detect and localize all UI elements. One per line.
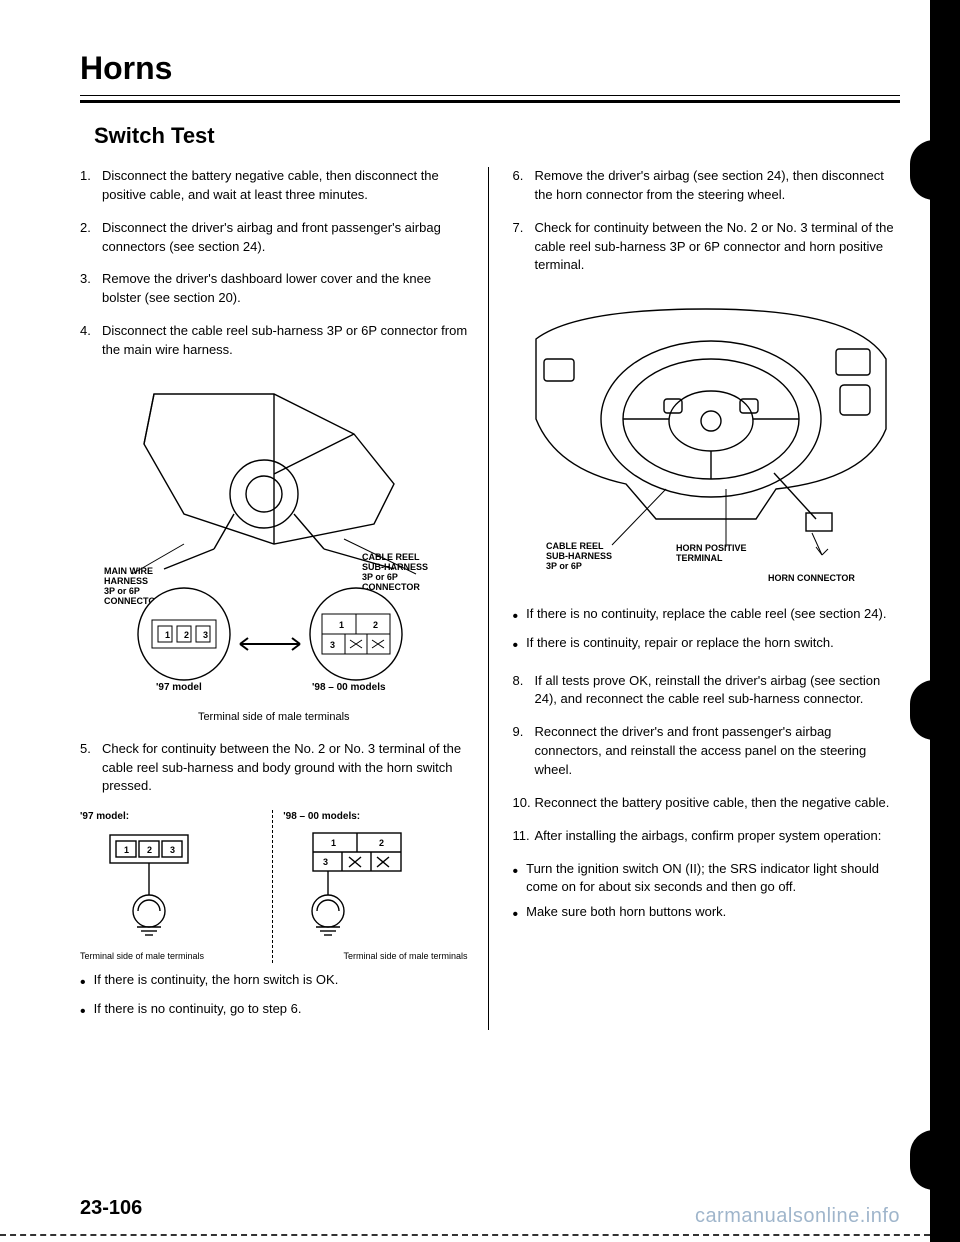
steps-left-1: 1.Disconnect the battery negative cable,…: [80, 167, 468, 360]
step-num: 5.: [80, 740, 102, 797]
bullet-text: If there is continuity, repair or replac…: [526, 634, 834, 657]
svg-text:CABLE REEL SUB-HARNE: CABLE REEL SUB-HARNESS 3P or 6P: [546, 541, 615, 571]
figure-ground-check: '97 model: 1 2 3: [80, 810, 468, 963]
svg-text:3: 3: [203, 630, 208, 640]
svg-text:HORN POSITIVE TERMIN: HORN POSITIVE TERMINAL: [676, 543, 749, 563]
bullet-text: Turn the ignition switch ON (II); the SR…: [526, 860, 900, 898]
rule-thick: [80, 100, 900, 103]
label-98-models: '98 – 00 models: [312, 682, 386, 693]
page-number: 23-106: [80, 1197, 142, 1220]
step-8: 8.If all tests prove OK, reinstall the d…: [513, 672, 901, 710]
label-97-model: '97 model: [156, 682, 202, 693]
page-title: Horns: [80, 50, 900, 87]
step-text: Remove the driver's dashboard lower cove…: [102, 270, 468, 308]
bullet: Make sure both horn buttons work.: [513, 903, 901, 926]
svg-text:3: 3: [323, 857, 328, 867]
figure-steering-column: MAIN WIRE HARNESS 3P or 6P CONNECTOR CAB…: [94, 374, 454, 694]
steps-right-1: 6.Remove the driver's airbag (see sectio…: [513, 167, 901, 275]
bullet: Turn the ignition switch ON (II); the SR…: [513, 860, 901, 898]
fig1-caption: Terminal side of male terminals: [80, 710, 468, 726]
step-num: 4.: [80, 322, 102, 360]
bullet: If there is continuity, the horn switch …: [80, 971, 468, 994]
left-column: 1.Disconnect the battery negative cable,…: [80, 167, 489, 1030]
svg-text:2: 2: [147, 845, 152, 855]
svg-text:1: 1: [124, 845, 129, 855]
step-4: 4.Disconnect the cable reel sub-harness …: [80, 322, 468, 360]
bottom-dashed-rule: [0, 1234, 930, 1236]
step-7: 7.Check for continuity between the No. 2…: [513, 219, 901, 276]
step-num: 10.: [513, 794, 535, 813]
step-text: Disconnect the cable reel sub-harness 3P…: [102, 322, 468, 360]
step-num: 1.: [80, 167, 102, 205]
cap-97: Terminal side of male terminals: [80, 950, 264, 963]
step-num: 9.: [513, 723, 535, 780]
svg-text:2: 2: [379, 838, 384, 848]
step-6: 6.Remove the driver's airbag (see sectio…: [513, 167, 901, 205]
ground-97: '97 model: 1 2 3: [80, 810, 264, 963]
bullet-text: If there is continuity, the horn switch …: [94, 971, 339, 994]
bullet-text: If there is no continuity, replace the c…: [526, 605, 886, 628]
bullets-step11: Turn the ignition switch ON (II); the SR…: [513, 860, 901, 927]
svg-text:2: 2: [184, 630, 189, 640]
step-num: 2.: [80, 219, 102, 257]
step-2: 2.Disconnect the driver's airbag and fro…: [80, 219, 468, 257]
svg-text:3: 3: [170, 845, 175, 855]
step-text: Disconnect the driver's airbag and front…: [102, 219, 468, 257]
svg-text:HORN CONNECTOR: HORN CONNECTOR: [768, 573, 855, 583]
cap-98: Terminal side of male terminals: [283, 950, 467, 963]
svg-text:2: 2: [373, 620, 378, 630]
step-text: Remove the driver's airbag (see section …: [535, 167, 901, 205]
step-num: 8.: [513, 672, 535, 710]
step-text: Disconnect the battery negative cable, t…: [102, 167, 468, 205]
page-content: Horns Switch Test 1.Disconnect the batte…: [0, 0, 960, 1242]
step-text: Reconnect the driver's and front passeng…: [535, 723, 901, 780]
bullet: If there is continuity, repair or replac…: [513, 634, 901, 657]
step-9: 9.Reconnect the driver's and front passe…: [513, 723, 901, 780]
step-text: Reconnect the battery positive cable, th…: [535, 794, 901, 813]
bullets-step5: If there is continuity, the horn switch …: [80, 971, 468, 1023]
step-3: 3.Remove the driver's dashboard lower co…: [80, 270, 468, 308]
svg-text:1: 1: [165, 630, 170, 640]
svg-text:CABLE REEL SUB-HARNE: CABLE REEL SUB-HARNESS 3P or 6P CONNECTO…: [362, 552, 431, 592]
head-98: '98 – 00 models:: [283, 810, 467, 825]
step-text: After installing the airbags, confirm pr…: [535, 827, 901, 846]
svg-text:1: 1: [331, 838, 336, 848]
rule-thin: [80, 95, 900, 96]
bullet-text: Make sure both horn buttons work.: [526, 903, 726, 926]
steps-left-2: 5.Check for continuity between the No. 2…: [80, 740, 468, 797]
bullet-text: If there is no continuity, go to step 6.: [94, 1000, 302, 1023]
step-num: 3.: [80, 270, 102, 308]
svg-text:3: 3: [330, 640, 335, 650]
bullets-step7: If there is no continuity, replace the c…: [513, 605, 901, 657]
step-text: Check for continuity between the No. 2 o…: [535, 219, 901, 276]
two-column-layout: 1.Disconnect the battery negative cable,…: [80, 167, 900, 1030]
section-title: Switch Test: [94, 123, 900, 149]
right-column: 6.Remove the driver's airbag (see sectio…: [513, 167, 901, 1030]
step-11: 11.After installing the airbags, confirm…: [513, 827, 901, 846]
step-10: 10.Reconnect the battery positive cable,…: [513, 794, 901, 813]
step-num: 7.: [513, 219, 535, 276]
bullet: If there is no continuity, replace the c…: [513, 605, 901, 628]
svg-text:1: 1: [339, 620, 344, 630]
step-text: Check for continuity between the No. 2 o…: [102, 740, 468, 797]
ground-98: '98 – 00 models: 1 2 3: [272, 810, 467, 963]
step-text: If all tests prove OK, reinstall the dri…: [535, 672, 901, 710]
figure-steering-wheel: CABLE REEL SUB-HARNESS 3P or 6P HORN POS…: [516, 289, 896, 589]
watermark: carmanualsonline.info: [695, 1205, 900, 1228]
bullet: If there is no continuity, go to step 6.: [80, 1000, 468, 1023]
step-num: 11.: [513, 827, 535, 846]
steps-right-2: 8.If all tests prove OK, reinstall the d…: [513, 672, 901, 846]
step-5: 5.Check for continuity between the No. 2…: [80, 740, 468, 797]
step-1: 1.Disconnect the battery negative cable,…: [80, 167, 468, 205]
step-num: 6.: [513, 167, 535, 205]
head-97: '97 model:: [80, 810, 264, 825]
